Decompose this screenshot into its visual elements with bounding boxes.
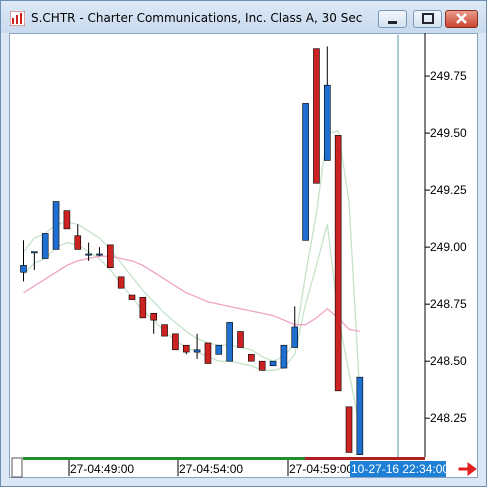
close-icon <box>456 13 467 24</box>
candle-body <box>161 324 168 337</box>
candle-body <box>31 251 38 254</box>
candle-body <box>280 344 288 369</box>
candle-body <box>96 253 103 256</box>
candle-body <box>182 344 190 353</box>
fast-band-upper-line <box>22 130 361 396</box>
maximize-icon <box>422 13 434 24</box>
close-button[interactable] <box>445 10 478 28</box>
candle-body <box>302 103 309 241</box>
y-tick-label: 249.25 <box>430 183 467 197</box>
candle-body <box>226 322 233 362</box>
y-tick-label: 249.00 <box>430 240 467 254</box>
candle-body <box>85 253 92 256</box>
title-bar[interactable]: S.CHTR - Charter Communications, Inc. Cl… <box>1 1 486 33</box>
y-tick-label: 249.50 <box>430 126 467 140</box>
y-tick-label: 248.50 <box>430 354 467 368</box>
scroll-right-arrow-icon[interactable] <box>458 462 477 476</box>
time-axis: 27-04:49:00 27-04:54:00 27-04:59:00 10-2… <box>11 457 477 478</box>
cursor-time-highlight <box>350 461 446 477</box>
time-label-3: 27-04:59:00 <box>289 462 353 476</box>
candle-body <box>150 312 157 321</box>
minimize-button[interactable] <box>378 10 407 28</box>
candle-body <box>356 376 364 456</box>
candle-body <box>172 333 179 351</box>
candle-body <box>204 342 212 364</box>
slow-ma-line <box>23 255 360 333</box>
minimize-icon <box>388 21 397 24</box>
price-chart[interactable]: 249.75 249.50 249.25 249.00 248.75 248.50 248.… <box>9 33 478 478</box>
candle-body <box>237 331 244 348</box>
candle-body <box>334 135 342 392</box>
candle-body <box>248 354 255 362</box>
time-label-2: 27-04:54:00 <box>179 462 243 476</box>
candle-body <box>20 265 27 273</box>
candle-body <box>345 406 353 453</box>
y-tick-label: 248.75 <box>430 297 467 311</box>
cursor-time-label: 10-27-16 22:34:00 <box>351 462 449 476</box>
candle-body <box>41 233 49 259</box>
candle-body <box>291 326 299 348</box>
y-tick-label: 249.75 <box>430 69 467 83</box>
maximize-button[interactable] <box>413 10 442 28</box>
candle-body <box>323 84 331 161</box>
chart-frame <box>9 33 478 478</box>
time-label-1: 27-04:49:00 <box>70 462 134 476</box>
y-tick-label: 248.25 <box>430 411 467 425</box>
scroll-track-green <box>23 457 305 460</box>
candle-body <box>215 344 223 355</box>
candle-body <box>269 360 277 367</box>
window-title: S.CHTR - Charter Communications, Inc. Cl… <box>31 11 363 25</box>
candle-body <box>107 244 114 268</box>
candle-body <box>74 235 82 250</box>
scroll-track-red <box>305 457 425 460</box>
candle-body <box>139 297 147 319</box>
candle-body <box>193 349 201 353</box>
candle-body <box>258 360 266 371</box>
candle-body <box>128 294 136 300</box>
chart-app-icon <box>10 11 25 26</box>
candle-body <box>63 210 71 230</box>
candle-body <box>117 276 125 289</box>
scroll-thumb-icon[interactable] <box>11 457 23 478</box>
candle-body <box>52 201 60 250</box>
candle-body <box>313 48 320 184</box>
